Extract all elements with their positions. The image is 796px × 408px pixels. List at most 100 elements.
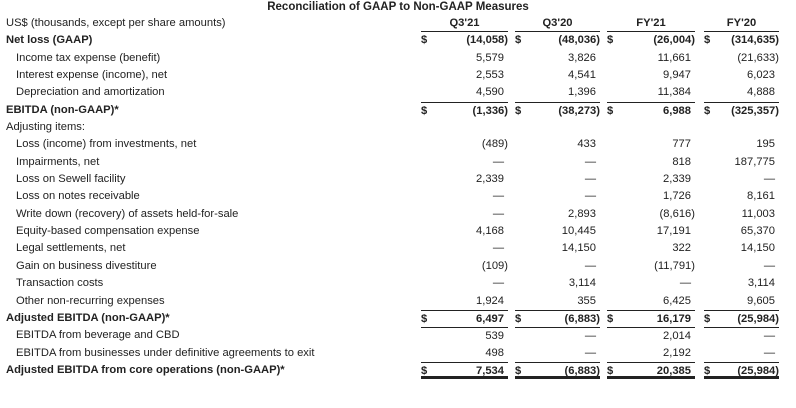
value-cell: — [421,206,508,223]
value: (314,635) [731,34,779,47]
value-box: 322 [607,240,695,257]
value: 3,114 [568,277,596,290]
currency-symbol: $ [421,104,428,117]
value-box: 4,168 [421,223,508,240]
row-label: Adjusting items: [6,121,85,134]
value-cell: — [515,188,600,205]
header-row: US$ (thousands, except per share amounts… [0,15,796,33]
value-box: $6,988 [607,101,695,119]
column-header: Q3'20 [515,15,600,33]
value-box: $ (14,058) [421,32,508,49]
value-cell: 17,191 [607,223,695,240]
value-box: (11,791) [607,258,695,275]
value-box: $6,497 [421,309,508,327]
value-box: — [515,171,600,188]
column-header-box: Q3'21 [421,15,508,33]
value: (26,004) [653,34,695,47]
value-cell: — [515,171,600,188]
currency-symbol: $ [704,364,711,377]
value-box: 187,775 [704,154,779,171]
value-cell: — [704,258,779,275]
value-box: 195 [704,136,779,153]
value-box: 3,114 [515,275,600,292]
value-cell: 322 [607,240,695,257]
value-box: 2,192 [607,345,695,362]
value-box: $20,385 [607,361,695,380]
table-row: Loss on notes receivable — — 1,726 8,161 [0,188,796,205]
value: 16,179 [656,312,691,325]
value-box: — [421,188,508,205]
value-cell: — [421,275,508,292]
value: 6,023 [747,69,775,82]
value-box: 433 [515,136,600,153]
value: (38,273) [558,104,600,117]
column-header: FY'21 [607,15,695,33]
value-cell: $20,385 [607,361,695,380]
value: 6,988 [663,104,691,117]
value-cell: 11,661 [607,50,695,67]
row-label: Impairments, net [16,155,100,168]
value-box: 355 [515,293,600,310]
value-cell: (8,616) [607,206,695,223]
value-box: 9,947 [607,67,695,84]
value-box: — [515,258,600,275]
value-box: — [607,275,695,292]
table-row: Adjusted EBITDA (non-GAAP)* $6,497 $ (6,883… [0,309,796,327]
value-box [515,119,600,136]
row-label: Legal settlements, net [16,242,126,255]
value-box: 14,150 [515,240,600,257]
value-box: 3,826 [515,50,600,67]
value-cell: 498 [421,345,508,362]
value-cell: 195 [704,136,779,153]
value-box: 1,924 [421,293,508,310]
value-box: 3,114 [704,275,779,292]
value: 1,726 [663,190,691,203]
row-label: Adjusted EBITDA (non-GAAP)* [6,311,170,324]
value-box: $ (48,036) [515,32,600,49]
row-label: Other non-recurring expenses [16,294,165,307]
value-box: $ (314,635) [704,32,779,49]
value-box: — [704,327,779,344]
value: 8,161 [747,190,775,203]
value-box: $ (38,273) [515,101,600,119]
value: 14,150 [561,242,596,255]
value: 818 [672,155,691,168]
value: (11,791) [654,259,695,272]
row-label: Transaction costs [16,277,104,290]
table-row: EBITDA from businesses under definitive … [0,345,796,362]
currency-symbol: $ [704,104,711,117]
value: 2,014 [663,330,691,343]
value: 498 [485,346,504,359]
value: — [492,155,504,168]
value-cell: 3,114 [515,275,600,292]
value-box: 1,726 [607,188,695,205]
row-label: Interest expense (income), net [16,69,168,82]
value-cell: 818 [607,154,695,171]
value: — [584,155,596,168]
value: 65,370 [740,225,775,238]
value-box: 2,014 [607,327,695,344]
value-cell: — [704,327,779,344]
value: 4,590 [476,86,504,99]
table-row: Equity-based compensation expense 4,168 10… [0,223,796,240]
value-cell: 5,579 [421,50,508,67]
value-box: 6,023 [704,67,779,84]
value-cell: 3,114 [704,275,779,292]
column-header-box: FY'21 [607,15,695,33]
reconciliation-table: US$ (thousands, except per share amounts… [0,15,796,380]
currency-symbol: $ [704,34,711,47]
value: — [763,346,775,359]
value-box: 498 [421,345,508,362]
value-cell: $ (26,004) [607,32,695,49]
value: — [584,346,596,359]
value-cell: 6,425 [607,293,695,310]
table-row: Net loss (GAAP) $ (14,058) $ (48,036) $ (26,00… [0,32,796,49]
value: 2,339 [663,173,691,186]
value: — [584,173,596,186]
value-box: $ (25,984) [704,309,779,327]
value-box: — [515,345,600,362]
value-box: (21,633) [704,50,779,67]
currency-symbol: $ [607,104,614,117]
table-row: Depreciation and amortization 4,590 1,396 1… [0,84,796,101]
value-box: 2,893 [515,206,600,223]
